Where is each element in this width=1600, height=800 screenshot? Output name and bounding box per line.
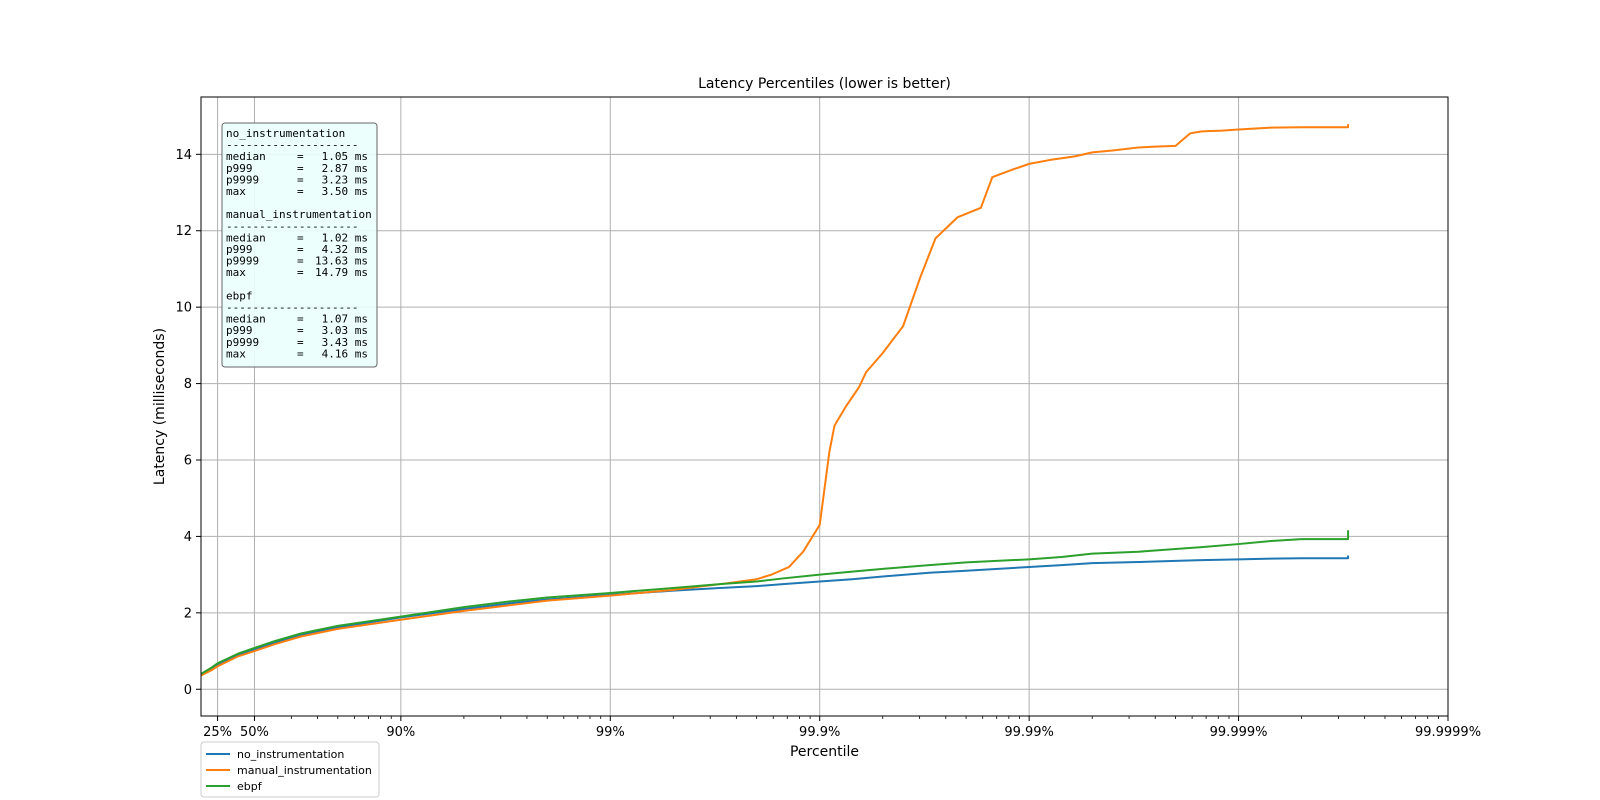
stats-box: no_instrumentation--------------------me… xyxy=(221,122,378,368)
stats-row-equals: = xyxy=(297,243,304,256)
stats-row-equals: = xyxy=(297,231,304,244)
stats-row-value: 4.16 ms xyxy=(322,347,368,360)
y-tick-label: 8 xyxy=(184,377,192,392)
y-tick-label: 6 xyxy=(184,453,192,468)
series-lines xyxy=(200,124,1350,677)
stats-row-label: p999 xyxy=(226,162,253,175)
x-axis-label: Percentile xyxy=(790,744,859,760)
y-tick-label: 2 xyxy=(184,606,192,621)
x-tick-label: 99.999% xyxy=(1210,725,1268,740)
y-tick-label: 4 xyxy=(184,530,192,545)
stats-row-equals: = xyxy=(297,162,304,175)
y-tick-label: 10 xyxy=(175,301,192,316)
stats-row-label: max xyxy=(226,266,246,279)
x-tick-label: 99.9% xyxy=(799,725,840,740)
stats-row-equals: = xyxy=(297,150,304,163)
x-axis: 25% 50% 90% 99% 99.9% 99.99% 99.999% 99.9999% xyxy=(203,716,1481,740)
stats-separator: -------------------- xyxy=(226,220,358,233)
legend-entry-label: manual_instrumentation xyxy=(237,764,372,777)
stats-row-label: p999 xyxy=(226,324,253,337)
legend-frame xyxy=(200,741,380,798)
stats-row-label: median xyxy=(226,313,266,326)
x-tick-label: 99% xyxy=(596,725,625,740)
stats-row-value: 3.43 ms xyxy=(322,336,368,349)
stats-row-label: median xyxy=(226,231,266,244)
legend-entry-label: no_instrumentation xyxy=(237,748,344,761)
stats-row-equals: = xyxy=(297,255,304,268)
x-tick-label: 50% xyxy=(240,725,269,740)
stats-row-label: p9999 xyxy=(226,336,259,349)
series-line-manual-instrumentation xyxy=(200,124,1350,677)
stats-separator: -------------------- xyxy=(226,301,358,314)
stats-row-label: max xyxy=(226,347,246,360)
stats-row-label: p9999 xyxy=(226,173,259,186)
x-tick-label: 99.9999% xyxy=(1415,725,1481,740)
stats-row-label: p9999 xyxy=(226,255,259,268)
series-line-ebpf xyxy=(200,530,1350,675)
stats-row-equals: = xyxy=(297,313,304,326)
stats-row-equals: = xyxy=(297,185,304,198)
stats-row-equals: = xyxy=(297,173,304,186)
stats-group-name: ebpf xyxy=(226,289,253,302)
legend: no_instrumentation manual_instrumentation… xyxy=(200,741,380,798)
y-tick-label: 12 xyxy=(175,224,192,239)
stats-row-equals: = xyxy=(297,336,304,349)
stats-row-value: 1.02 ms xyxy=(322,231,368,244)
stats-row-value: 14.79 ms xyxy=(315,266,368,279)
stats-row-value: 4.32 ms xyxy=(322,243,368,256)
stats-row-value: 2.87 ms xyxy=(322,162,368,175)
plot-frame xyxy=(200,96,1449,717)
chart-title: Latency Percentiles (lower is better) xyxy=(698,76,951,92)
stats-row-value: 13.63 ms xyxy=(315,255,368,268)
stats-group-name: no_instrumentation xyxy=(226,127,345,140)
grid xyxy=(201,97,1449,716)
stats-row-value: 3.03 ms xyxy=(322,324,368,337)
y-tick-label: 0 xyxy=(184,683,192,698)
y-axis-label: Latency (milliseconds) xyxy=(152,328,168,485)
stats-box-frame xyxy=(221,122,378,368)
stats-row-value: 1.07 ms xyxy=(322,313,368,326)
stats-row-equals: = xyxy=(297,324,304,337)
stats-row-label: median xyxy=(226,150,266,163)
stats-row-value: 1.05 ms xyxy=(322,150,368,163)
stats-row-label: p999 xyxy=(226,243,253,256)
stats-row-equals: = xyxy=(297,266,304,279)
stats-row-value: 3.50 ms xyxy=(322,185,368,198)
stats-separator: -------------------- xyxy=(226,139,358,152)
series-line-no-instrumentation xyxy=(200,555,1350,676)
y-tick-label: 14 xyxy=(175,148,192,163)
y-axis: 0 2 4 6 8 10 12 14 xyxy=(175,148,201,698)
legend-entry-label: ebpf xyxy=(237,780,263,793)
x-tick-label: 99.99% xyxy=(1004,725,1054,740)
stats-row-label: max xyxy=(226,185,246,198)
stats-group-name: manual_instrumentation xyxy=(226,208,372,221)
x-tick-label: 25% xyxy=(203,725,232,740)
stats-row-value: 3.23 ms xyxy=(322,173,368,186)
x-tick-label: 90% xyxy=(386,725,415,740)
stats-row-equals: = xyxy=(297,347,304,360)
